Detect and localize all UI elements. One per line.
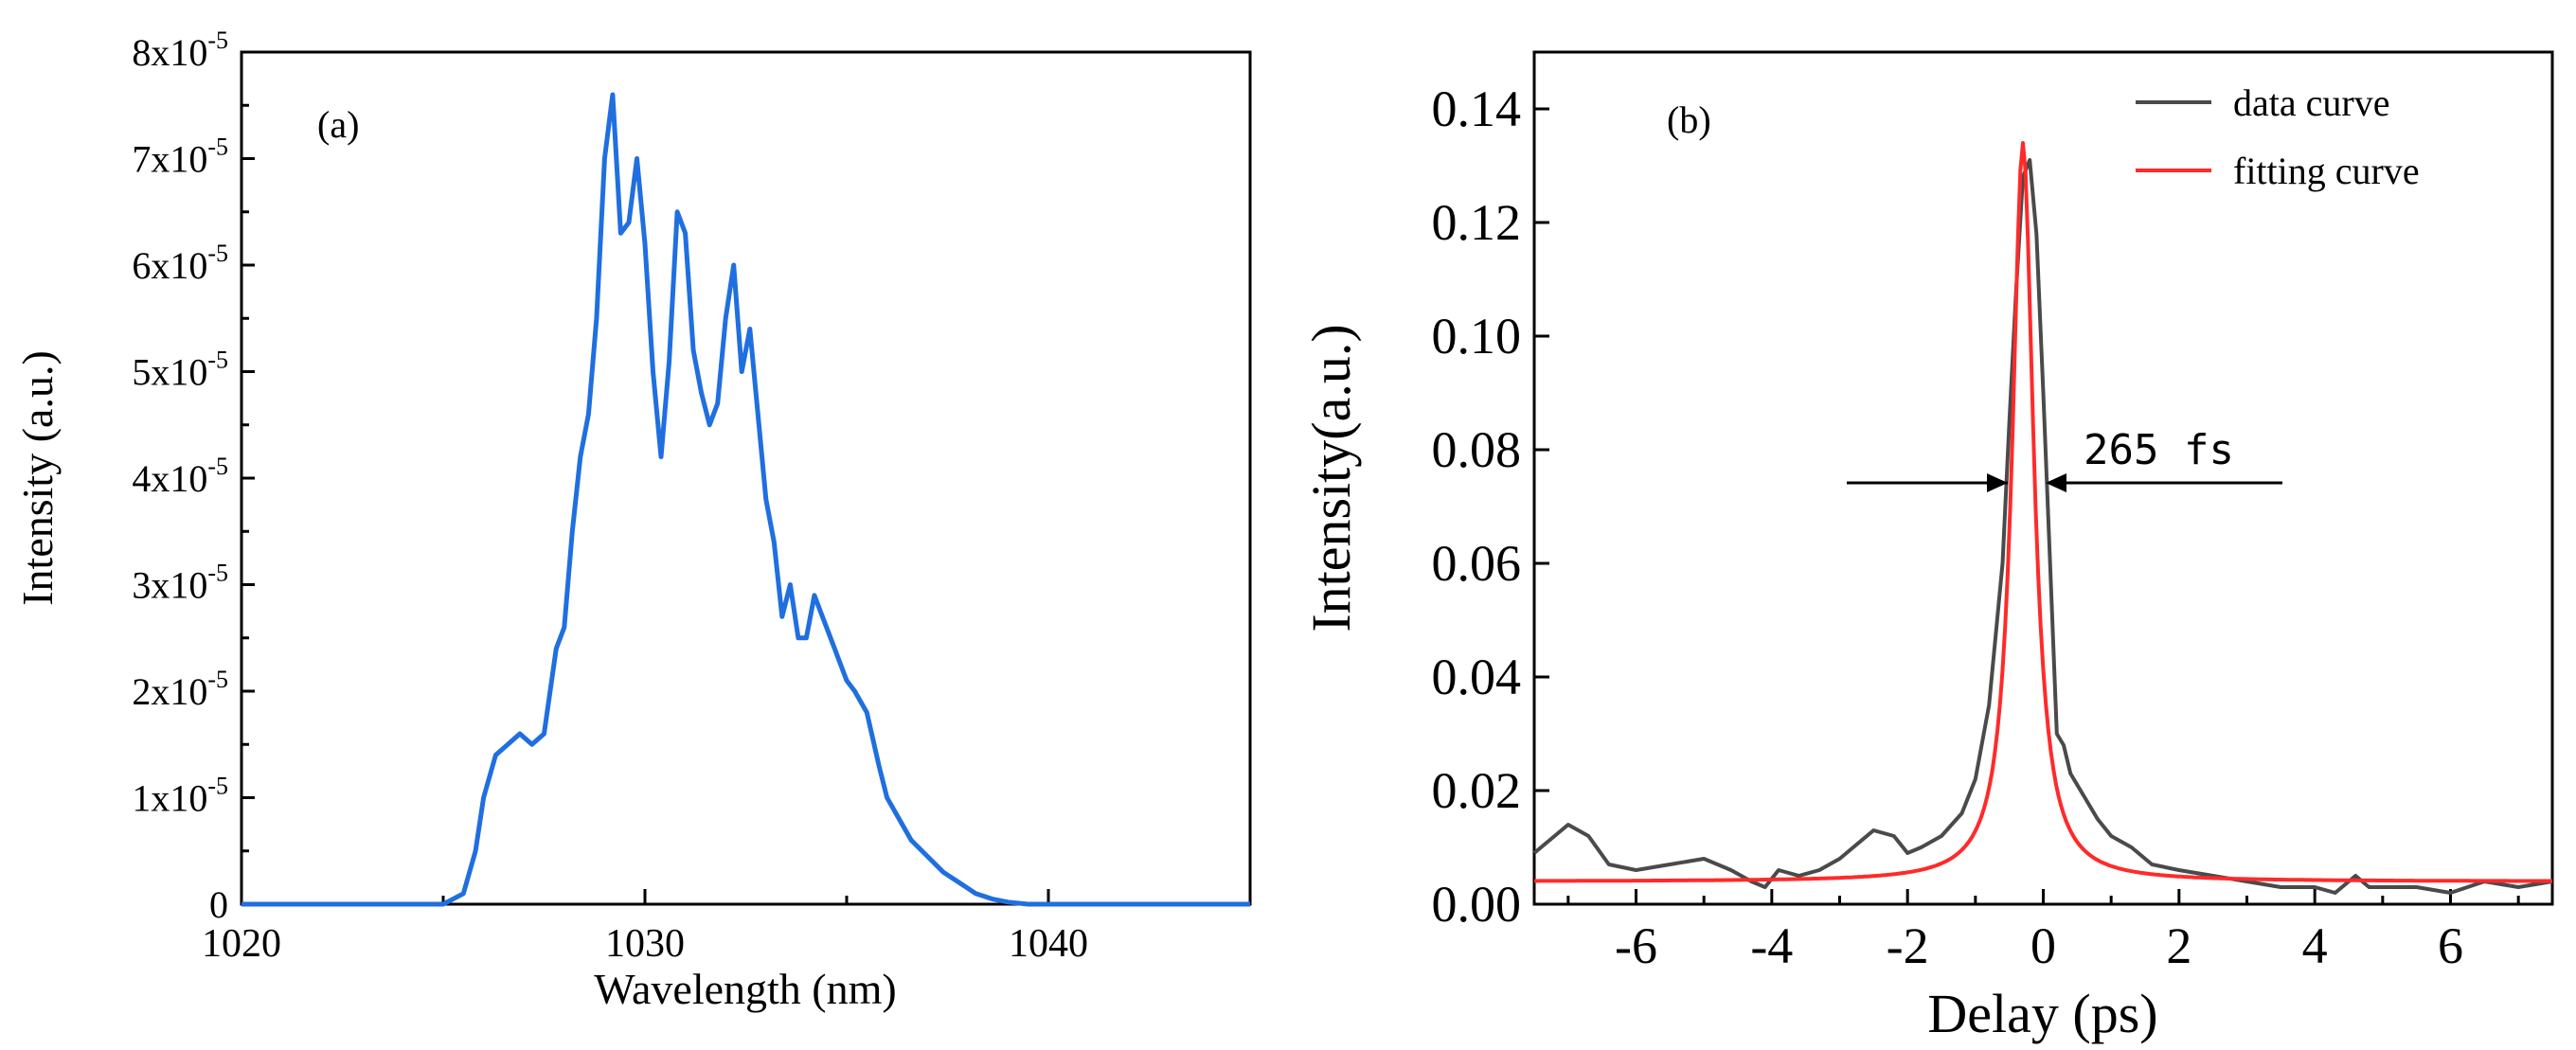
panel-b-xlabel: Delay (ps) [1927, 983, 2157, 1044]
panel-a-label: (a) [317, 103, 359, 146]
legend-data-label: data curve [2233, 81, 2389, 124]
panel-a-xtick-label: 1030 [605, 922, 685, 966]
panel-b-ytick-label: 0.02 [1432, 762, 1522, 819]
panel-b-ytick-label: 0.10 [1432, 308, 1522, 365]
panel-b-xtick-label: 2 [2166, 917, 2191, 974]
panel-b-label: (b) [1667, 98, 1711, 141]
panel-b-ytick-label: 0.14 [1432, 80, 1522, 137]
panel-b-xtick-label: -4 [1750, 917, 1793, 974]
panel-a-xtick-label: 1040 [1009, 922, 1088, 966]
panel-a-ylabel: Intensity (a.u.) [13, 350, 62, 606]
panel-a-ytick-label: 8x10-5 [132, 27, 228, 74]
panel-b-xtick-label: -2 [1887, 917, 1929, 974]
panel-a-ytick-label: 7x10-5 [132, 133, 228, 181]
panel-b-xtick-label: -6 [1615, 917, 1657, 974]
panel-b: 0.00 0.02 0.04 0.06 0.08 0.10 0.12 0.14 -6 -4 -2 0… [1300, 50, 2554, 1044]
panel-a-ytick-label: 1x10-5 [132, 773, 228, 820]
panel-a-ytick-label: 4x10-5 [132, 453, 228, 500]
panel-b-ytick-label: 0.00 [1432, 876, 1522, 933]
panel-a-ytick-label: 5x10-5 [132, 347, 228, 394]
panel-a-ytick-label: 3x10-5 [132, 560, 228, 607]
panel-a-ytick-label: 0 [209, 883, 228, 926]
fwhm-left-arrowhead [1987, 473, 2008, 492]
panel-b-ytick-label: 0.04 [1432, 649, 1522, 705]
panel-a-xlabel: Wavelength (nm) [594, 965, 896, 1013]
data-curve-line [1532, 158, 2553, 895]
panel-b-ytick-label: 0.08 [1432, 421, 1522, 478]
spectrum-line [242, 92, 1250, 907]
fitting-curve-line [1534, 141, 2552, 883]
fwhm-right-arrowhead [2046, 473, 2066, 492]
panel-a-ytick-label: 2x10-5 [132, 666, 228, 713]
panel-a-xtick-label: 1020 [202, 922, 281, 966]
panel-b-xtick-label: 4 [2302, 917, 2328, 974]
fwhm-label: 265 fs [2084, 426, 2234, 474]
panel-b-ytick-label: 0.12 [1432, 194, 1522, 251]
fwhm-annotation: 265 fs [1847, 426, 2282, 492]
panel-a-ytick-label: 6x10-5 [132, 240, 228, 287]
panel-b-ylabel: Intensity(a.u.) [1300, 324, 1362, 632]
panel-a: 0 1x10-5 2x10-5 3x10-5 4x10-5 5x10-5 6x10-5 7x1… [13, 27, 1252, 1013]
panel-b-ytick-label: 0.06 [1432, 535, 1522, 592]
panel-b-xtick-label: 6 [2438, 917, 2463, 974]
panel-b-xtick-label: 0 [2030, 917, 2056, 974]
legend-fit-label: fitting curve [2233, 150, 2420, 192]
legend: data curve fitting curve [2136, 81, 2420, 192]
panel-a-frame [240, 50, 1252, 906]
